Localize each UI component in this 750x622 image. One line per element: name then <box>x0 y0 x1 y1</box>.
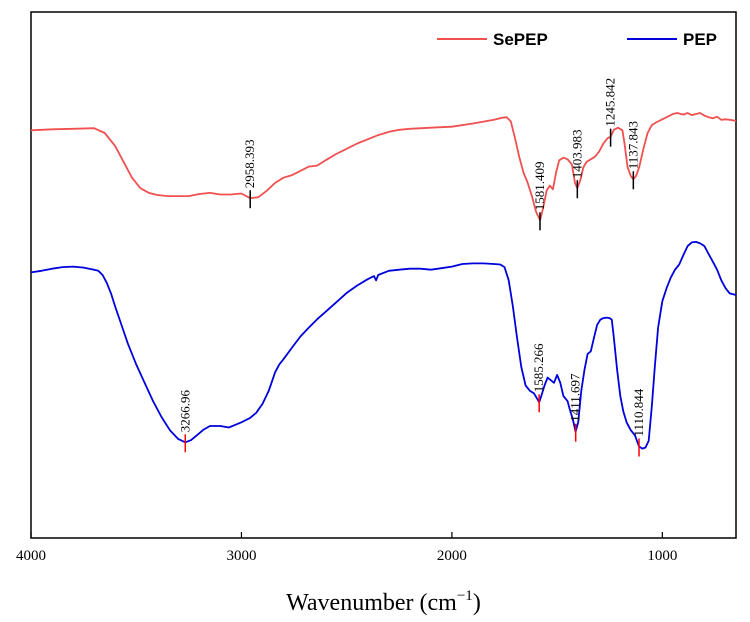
series-line-pep <box>30 241 737 450</box>
x-axis-title-main: Wavenumber (cm <box>286 590 457 616</box>
x-tick-label: 4000 <box>16 548 46 564</box>
peak-label: 1110.844 <box>631 388 646 436</box>
peak-label: 3266.96 <box>177 390 192 433</box>
x-axis-title: Wavenumber (cm−1) <box>286 588 481 616</box>
peak-label: 2958.393 <box>242 139 257 188</box>
peak-label: 1585.266 <box>531 343 546 392</box>
peak-label: 1245.842 <box>603 78 618 127</box>
x-tick-label: 3000 <box>226 548 256 564</box>
legend-label-sepep: SePEP <box>493 30 548 49</box>
peak-label: 1581.409 <box>532 162 547 211</box>
x-tick-label: 2000 <box>437 548 467 564</box>
peak-annotations: 2958.393 1581.409 1403.983 1245.842 1137.843… <box>177 78 646 457</box>
plot-frame <box>30 11 737 539</box>
peak-label: 1137.843 <box>625 121 640 169</box>
legend: SePEP PEP <box>437 30 717 49</box>
peak-label: 1411.697 <box>568 373 583 422</box>
x-tick-label: 1000 <box>647 548 677 564</box>
x-axis-title-close: ) <box>473 590 481 616</box>
legend-label-pep: PEP <box>683 30 717 49</box>
x-axis: 4000 3000 2000 1000 <box>16 532 677 564</box>
x-axis-title-superscript: −1 <box>457 588 473 604</box>
peak-label: 1403.983 <box>569 129 584 178</box>
